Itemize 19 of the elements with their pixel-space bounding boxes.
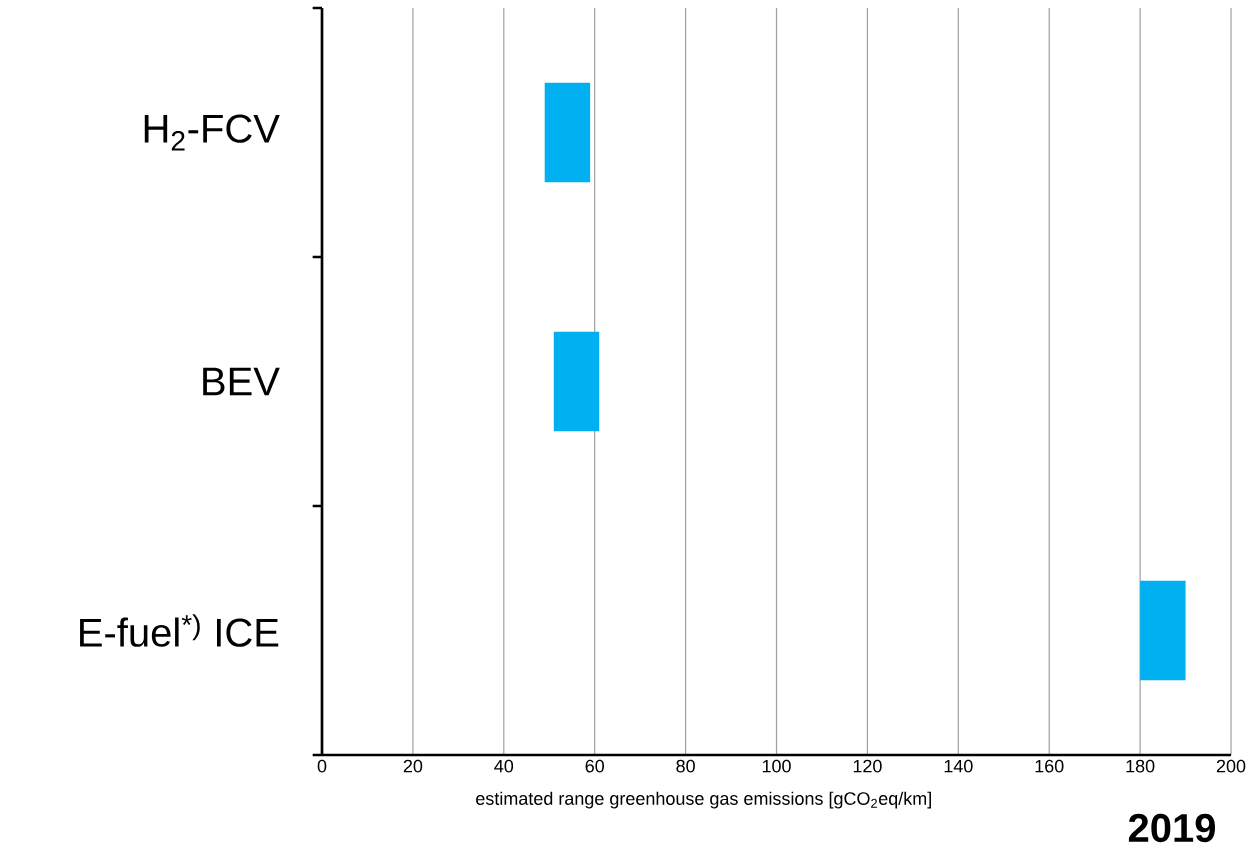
y-tick-label: E-fuel$^{*)}$ ICE bbox=[80, 614, 279, 647]
x-tick-label: 60 bbox=[585, 759, 605, 773]
bar bbox=[1140, 580, 1186, 681]
x-tick-label: 40 bbox=[494, 759, 514, 773]
y-tick-label: BEV bbox=[203, 367, 280, 396]
x-tick-label: 180 bbox=[1126, 759, 1155, 773]
x-tick-label: 20 bbox=[403, 759, 423, 773]
x-tick-label: 100 bbox=[762, 759, 791, 773]
bar bbox=[544, 82, 591, 183]
text: 2019 bbox=[1128, 813, 1216, 843]
x-tick-label: 200 bbox=[1216, 759, 1246, 773]
bar bbox=[553, 331, 600, 432]
x-tick-label: 80 bbox=[676, 759, 695, 773]
y-tick-label: H$_{2}$-FCV bbox=[144, 114, 280, 151]
x-axis-title: estimated range greenhouse gas emissions [gCO$_{2}$eq/km] bbox=[476, 791, 931, 809]
x-tick-label: 140 bbox=[944, 759, 973, 773]
x-tick-label: 160 bbox=[1035, 759, 1064, 773]
x-tick-label: 120 bbox=[853, 759, 882, 773]
x-tick-label: 0 bbox=[317, 759, 327, 773]
